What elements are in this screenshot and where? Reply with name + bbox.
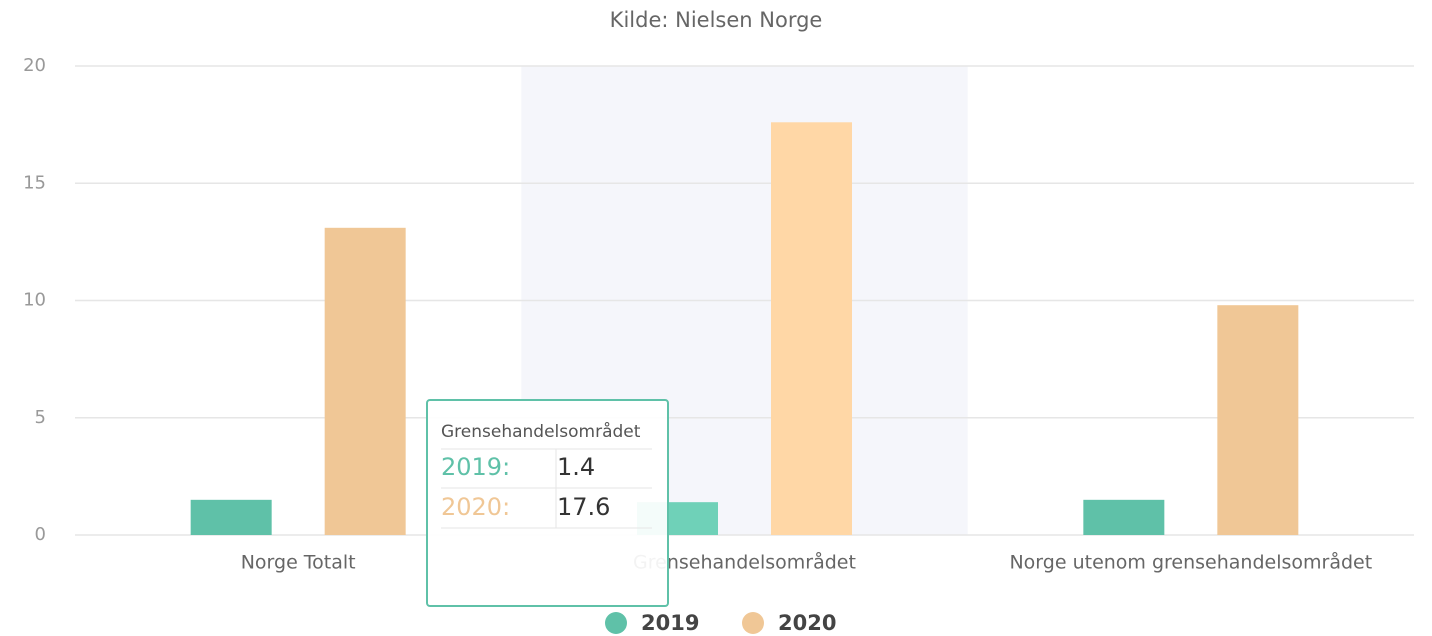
bar xyxy=(1217,305,1299,535)
bar xyxy=(190,499,272,535)
tooltip-label: 2020: xyxy=(441,493,510,521)
y-tick-label: 0 xyxy=(35,524,46,545)
y-tick-label: 15 xyxy=(23,172,46,193)
x-tick-label: Norge utenom grensehandelsområdet xyxy=(1009,551,1372,574)
legend-marker xyxy=(742,612,764,634)
tooltip-title: Grensehandelsområdet xyxy=(441,421,641,442)
chart-subtitle: Kilde: Nielsen Norge xyxy=(610,8,823,32)
bar xyxy=(1083,499,1165,535)
x-tick-label: Grensehandelsområdet xyxy=(633,551,856,574)
y-tick-label: 5 xyxy=(35,407,46,428)
tooltip: Grensehandelsområdet 2019: 1.4 2020: 17.6 xyxy=(426,399,669,607)
legend-label: 2019 xyxy=(641,611,699,635)
x-tick-label: Norge Totalt xyxy=(241,552,356,574)
bar xyxy=(324,227,406,535)
tooltip-label: 2019: xyxy=(441,453,510,481)
tooltip-value: 17.6 xyxy=(557,493,610,521)
tooltip-box xyxy=(426,399,669,607)
y-tick-label: 10 xyxy=(23,290,46,311)
bar xyxy=(771,122,852,535)
y-tick-label: 20 xyxy=(23,55,46,76)
legend-label: 2020 xyxy=(778,611,836,635)
legend-marker xyxy=(605,612,627,634)
tooltip-value: 1.4 xyxy=(557,453,595,481)
